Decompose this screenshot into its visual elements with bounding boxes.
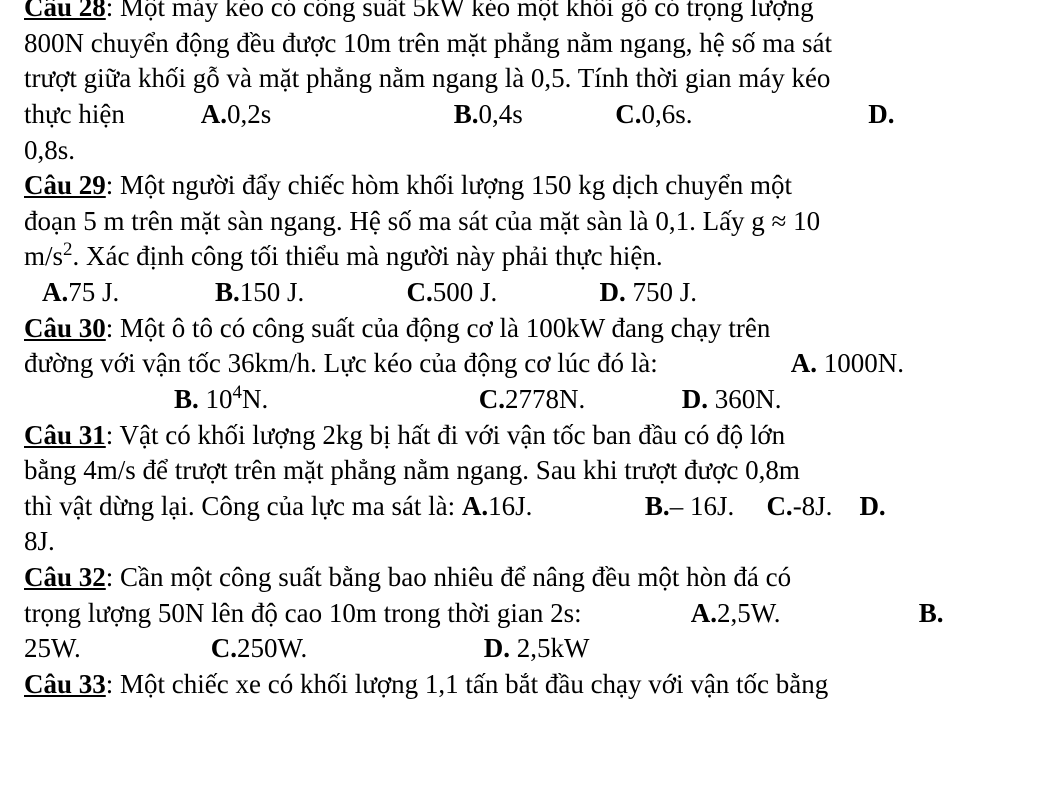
q32-text2a: trọng lượng 50N lên độ cao 10m trong thờ… bbox=[24, 596, 684, 632]
q30-opt-c: 2778N. bbox=[505, 382, 675, 418]
q31-line3: thì vật dừng lại. Công của lực ma sát là… bbox=[24, 489, 1020, 525]
q29-text3a: m/s bbox=[24, 241, 63, 271]
q33-text1: : Một chiếc xe có khối lượng 1,1 tấn bắt… bbox=[106, 669, 829, 699]
q30-line2: đường với vận tốc 36km/h. Lực kéo của độ… bbox=[24, 346, 1020, 382]
q31-text3a: thì vật dừng lại. Công của lực ma sát là… bbox=[24, 491, 462, 521]
q28-label: Câu 28 bbox=[24, 0, 106, 22]
q30-sup4: 4 bbox=[233, 382, 242, 403]
q32-label: Câu 32 bbox=[24, 562, 106, 592]
q31-opt-d-label: D. bbox=[859, 491, 885, 521]
q28-line3: trượt giữa khối gỗ và mặt phẳng nằm ngan… bbox=[24, 61, 1020, 97]
q28-opt-a: 0,2s bbox=[227, 97, 447, 133]
q30-opt-c-label: C. bbox=[479, 384, 505, 414]
q29-opt-a-label: A. bbox=[42, 277, 68, 307]
q31-opt-c-label: C. bbox=[766, 491, 792, 521]
q29-opt-d-label: D. bbox=[600, 277, 626, 307]
q28-line2: 800N chuyển động đều được 10m trên mặt p… bbox=[24, 26, 1020, 62]
q32-line2: trọng lượng 50N lên độ cao 10m trong thờ… bbox=[24, 596, 1020, 632]
q30-opt-d-label: D. bbox=[682, 384, 708, 414]
q32-opt-b-label: B. bbox=[919, 598, 944, 628]
q30-opt-b-label: B. bbox=[174, 384, 199, 414]
q29-line1: Câu 29: Một người đẩy chiếc hòm khối lượ… bbox=[24, 168, 1020, 204]
q30-options: B. 104N. C. 2778N. D. 360N. bbox=[24, 382, 1020, 418]
q28-line4: thực hiện A. 0,2s B. 0,4s C. 0,6s. D. bbox=[24, 97, 1020, 133]
q31-label: Câu 31 bbox=[24, 420, 106, 450]
q32-opt-d: 2,5kW bbox=[510, 633, 589, 663]
q28-opt-d-label: D. bbox=[868, 99, 894, 129]
q31-text1: : Vật có khối lượng 2kg bị hất đi với vậ… bbox=[106, 420, 785, 450]
q30-opt-a: 1000N. bbox=[817, 348, 904, 378]
q28-line5: 0,8s. bbox=[24, 133, 1020, 169]
q29-line3: m/s2. Xác định công tối thiểu mà người n… bbox=[24, 239, 1020, 275]
q28-opt-b: 0,4s bbox=[479, 97, 609, 133]
q29-opt-b-label: B. bbox=[215, 277, 240, 307]
q28-line1: Câu 28: Một máy kéo có công suất 5kW kéo… bbox=[24, 0, 1020, 26]
q33-label: Câu 33 bbox=[24, 669, 106, 699]
q32-line3: 25W. C. 250W. D. 2,5kW bbox=[24, 631, 1020, 667]
q30-text2a: đường với vận tốc 36km/h. Lực kéo của độ… bbox=[24, 346, 784, 382]
q31-line1: Câu 31: Vật có khối lượng 2kg bị hất đi … bbox=[24, 418, 1020, 454]
q29-opt-c-label: C. bbox=[407, 277, 433, 307]
q29-label: Câu 29 bbox=[24, 170, 106, 200]
q32-opt-d-label: D. bbox=[484, 633, 510, 663]
q32-opt-a-label: A. bbox=[691, 598, 717, 628]
q29-opt-d: 750 J. bbox=[626, 277, 697, 307]
q28-opt-b-label: B. bbox=[454, 99, 479, 129]
q29-opt-b: 150 J. bbox=[240, 275, 400, 311]
q32-line1: Câu 32: Cần một công suất bằng bao nhiêu… bbox=[24, 560, 1020, 596]
q31-opt-c: -8J. bbox=[793, 489, 853, 525]
q29-line2: đoạn 5 m trên mặt sàn ngang. Hệ số ma sá… bbox=[24, 204, 1020, 240]
q33-line1: Câu 33: Một chiếc xe có khối lượng 1,1 t… bbox=[24, 667, 1020, 703]
q28-text4a: thực hiện bbox=[24, 97, 194, 133]
q31-opt-b: – 16J. bbox=[670, 489, 760, 525]
q29-text1: : Một người đẩy chiếc hòm khối lượng 150… bbox=[106, 170, 792, 200]
q29-opt-a: 75 J. bbox=[68, 275, 208, 311]
q31-opt-b-label: B. bbox=[645, 491, 670, 521]
q28-opt-a-label: A. bbox=[201, 99, 227, 129]
q32-opt-c: 250W. bbox=[237, 631, 477, 667]
q31-line2: bằng 4m/s để trượt trên mặt phẳng nằm ng… bbox=[24, 453, 1020, 489]
q29-opt-c: 500 J. bbox=[433, 275, 593, 311]
document-page: A. 0,4 W. B. 6 W. C. 24 W. D. 48 W. Câu … bbox=[0, 0, 1044, 769]
q30-opt-b-post: N. bbox=[242, 382, 472, 418]
q29-text3b: . Xác định công tối thiểu mà người này p… bbox=[72, 241, 662, 271]
q28-text1: : Một máy kéo có công suất 5kW kéo một k… bbox=[106, 0, 814, 22]
q30-text1: : Một ô tô có công suất của động cơ là 1… bbox=[106, 313, 771, 343]
q32-opt-a: 2,5W. bbox=[717, 596, 912, 632]
q29-options: A. 75 J. B. 150 J. C. 500 J. D. 750 J. bbox=[24, 275, 1020, 311]
q32-opt-c-label: C. bbox=[211, 633, 237, 663]
q32-text1: : Cần một công suất bằng bao nhiêu để nâ… bbox=[106, 562, 791, 592]
q28-opt-c: 0,6s. bbox=[642, 97, 862, 133]
q28-opt-c-label: C. bbox=[615, 99, 641, 129]
q31-line4: 8J. bbox=[24, 524, 1020, 560]
q30-line1: Câu 30: Một ô tô có công suất của động c… bbox=[24, 311, 1020, 347]
q30-opt-b-pre: 10 bbox=[199, 384, 233, 414]
q30-opt-d: 360N. bbox=[708, 384, 782, 414]
q30-opt-a-label: A. bbox=[791, 348, 817, 378]
q30-label: Câu 30 bbox=[24, 313, 106, 343]
q32-opt-b2: 25W. bbox=[24, 631, 204, 667]
q31-opt-a-label: A. bbox=[462, 491, 488, 521]
q31-opt-a: 16J. bbox=[488, 489, 638, 525]
